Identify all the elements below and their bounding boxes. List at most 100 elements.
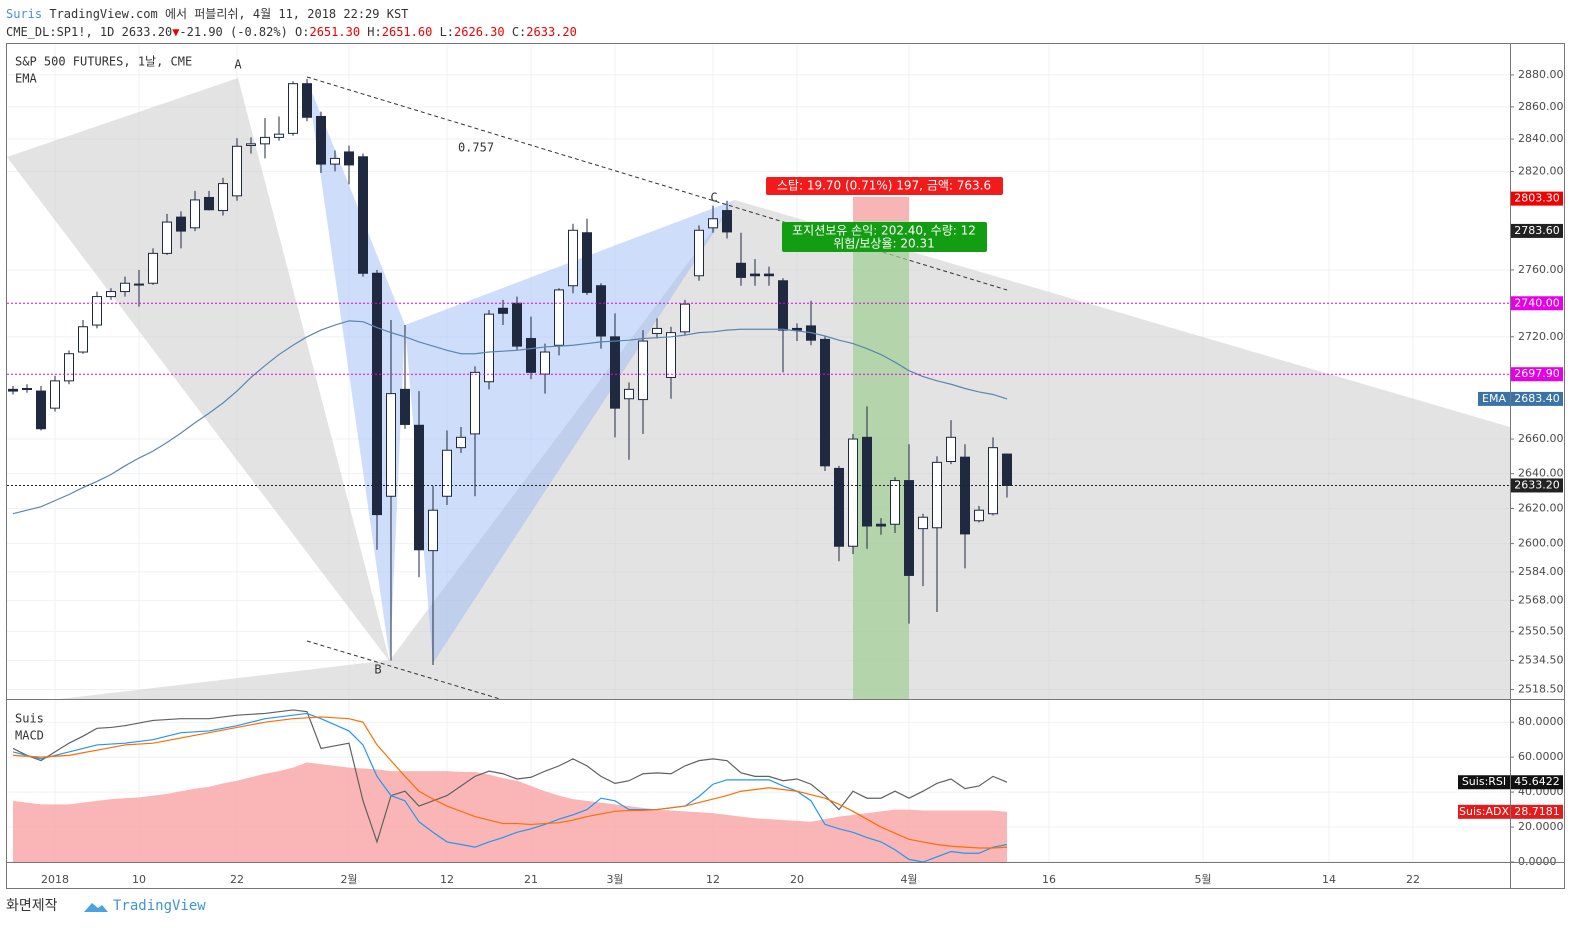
symbol: CME_DL:SP1!, 1D <box>6 25 114 39</box>
x-tick-label: 22 <box>1406 873 1420 886</box>
y-tick-label: 2660.00 <box>1518 432 1564 445</box>
profit-zone <box>853 221 909 699</box>
y-tick-label: 2860.00 <box>1518 100 1564 113</box>
candle-body <box>834 467 844 547</box>
candle-body <box>932 461 942 529</box>
x-tick-label: 16 <box>1042 873 1056 886</box>
price-tag-box <box>1511 391 1563 406</box>
candle-body <box>876 523 886 527</box>
candle-body <box>694 229 704 277</box>
trend-line <box>306 640 501 700</box>
tag-value-box <box>1511 775 1563 790</box>
footer-brand[interactable]: TradingView <box>113 898 206 914</box>
point-label: C <box>710 191 717 205</box>
candle-body <box>624 388 634 400</box>
candle-body <box>484 313 494 383</box>
x-tick-label: 2018 <box>41 873 69 886</box>
candle-body <box>596 285 606 337</box>
candle-body <box>22 388 32 391</box>
candle-body <box>610 336 620 409</box>
close: 2633.20 <box>526 25 577 39</box>
y-tick-label: 20.0000 <box>1518 820 1564 833</box>
candle-body <box>274 133 284 138</box>
candle-body <box>176 216 186 232</box>
pattern-xab <box>7 78 390 662</box>
profit-label: 포지션보유 손익: 202.40, 수량: 12 <box>792 224 976 238</box>
candle-body <box>792 327 802 331</box>
footer-made: 화면제작 <box>6 898 58 914</box>
candle-body <box>246 143 256 146</box>
quote-line: CME_DL:SP1!, 1D 2633.20▼-21.90 (-0.82%) … <box>6 25 577 39</box>
x-tick-label: 3월 <box>606 873 623 886</box>
line <box>12 320 1008 515</box>
candle-body <box>708 218 718 229</box>
candle-body <box>302 83 312 118</box>
candle-body <box>428 509 438 552</box>
candle-body <box>764 273 774 277</box>
candle-body <box>904 480 914 576</box>
price-tag-box <box>1511 223 1563 238</box>
candle-body <box>848 438 858 547</box>
point-label: B <box>374 663 381 677</box>
price-tag: 2683.40 <box>1514 392 1560 405</box>
candle-body <box>890 480 900 525</box>
candle-body <box>358 156 368 274</box>
tag-value: 45.6422 <box>1514 775 1560 788</box>
frame <box>6 43 1565 889</box>
candle-body <box>36 390 46 430</box>
y-tick-label: 60.0000 <box>1518 750 1564 763</box>
x-tick-label: 10 <box>132 873 146 886</box>
price-tag: 2803.30 <box>1514 192 1560 205</box>
price-tag-box <box>1511 367 1563 382</box>
h-label: H: <box>367 25 381 39</box>
ratio-label: 위험/보상율: 20.31 <box>833 237 934 251</box>
y-tick-label: 2840.00 <box>1518 132 1564 145</box>
x-tick-label: 12 <box>440 873 454 886</box>
area <box>13 762 1007 862</box>
candle-body <box>204 196 214 211</box>
price-tag: 2740.00 <box>1514 296 1560 309</box>
x-tick-label: 2월 <box>340 873 357 886</box>
stop-zone <box>853 197 909 221</box>
candle-body <box>540 351 550 375</box>
x-tick-label: 21 <box>524 873 538 886</box>
candle-body <box>568 229 578 287</box>
y-tick-label: 2600.00 <box>1518 537 1564 550</box>
tag-name-box <box>1458 775 1510 790</box>
y-tick-label: 0.0000 <box>1518 855 1557 868</box>
change: -21.90 (-0.82%) <box>179 25 287 39</box>
candle-body <box>92 296 102 326</box>
author: Suris <box>6 7 42 21</box>
y-tick-label: 2518.50 <box>1518 683 1564 696</box>
y-tick-label: 2720.00 <box>1518 330 1564 343</box>
candle-body <box>120 282 130 293</box>
candle-body <box>134 283 144 286</box>
point-label: A <box>234 58 242 72</box>
candle-body <box>582 232 592 293</box>
o-label: O: <box>295 25 309 39</box>
y-tick-label: 2550.50 <box>1518 625 1564 638</box>
candle-body <box>316 115 326 165</box>
candle-body <box>106 291 116 298</box>
candle-body <box>1002 453 1012 486</box>
candle-body <box>638 340 648 401</box>
candle-body <box>470 371 480 435</box>
candle-body <box>778 280 788 331</box>
candle-body <box>456 436 466 449</box>
price-tag-name: EMA <box>1482 392 1506 405</box>
candle-body <box>666 332 676 378</box>
candle-body <box>652 327 662 334</box>
candle-body <box>960 456 970 535</box>
y-tick-label: 2568.00 <box>1518 593 1564 606</box>
candle-body <box>218 183 228 212</box>
high: 2651.60 <box>382 25 433 39</box>
stop-box <box>766 177 1003 195</box>
price-tag: 2783.60 <box>1514 224 1560 237</box>
y-tick-label: 2640.00 <box>1518 467 1564 480</box>
x-tick-label: 5월 <box>1194 873 1211 886</box>
candle-body <box>8 388 18 392</box>
low: 2626.30 <box>454 25 505 39</box>
candle-body <box>680 303 690 333</box>
